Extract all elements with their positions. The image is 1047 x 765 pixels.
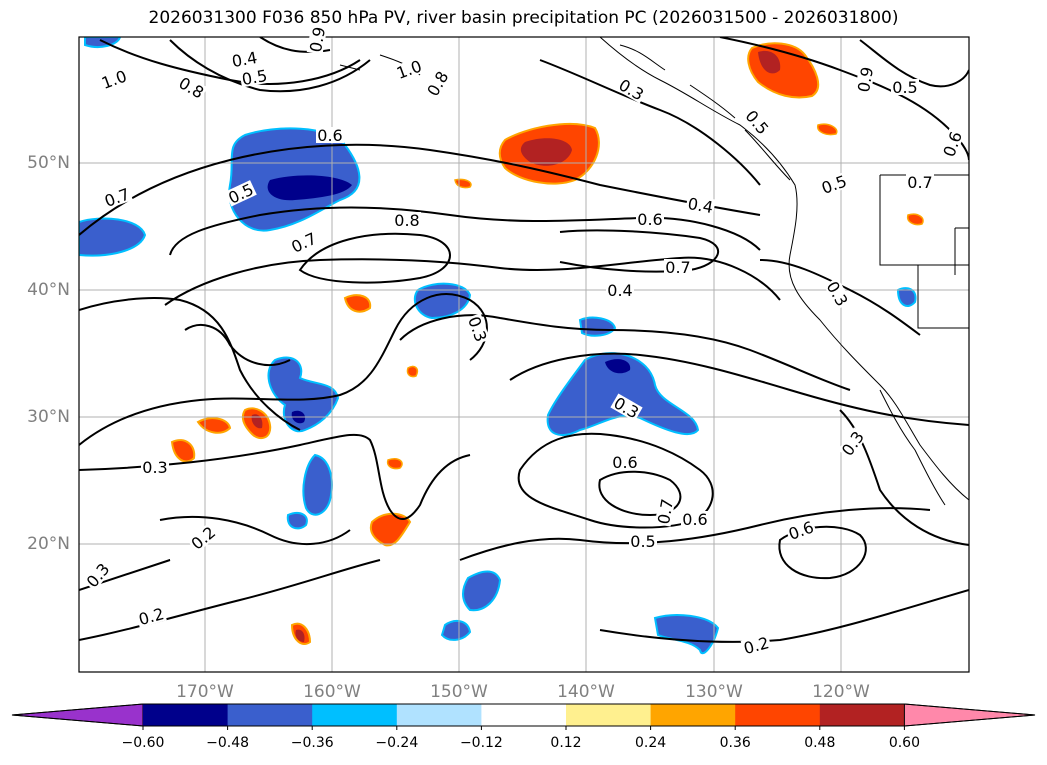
colorbar-tick-label: −0.36 [291, 735, 334, 751]
pv-contour-label: 0.6 [637, 210, 662, 229]
latitude-labels: 50°N 40°N 30°N 20°N [27, 153, 70, 554]
pv-contour-labels: 1.00.80.40.50.91.00.80.80.70.30.50.90.50… [82, 24, 966, 658]
pv-contour-label: 0.3 [142, 458, 167, 477]
colorbar-segment [312, 704, 398, 726]
colorbar: −0.60 −0.48 −0.36 −0.24 −0.12 0.12 0.24 0.36 0.4… [11, 703, 1036, 751]
pv-contour-label: 0.4 [686, 194, 714, 217]
pv-contour-label: 0.5 [240, 66, 268, 89]
longitude-label: 170°W [176, 682, 234, 702]
pv-contour-label: 0.8 [394, 211, 419, 230]
colorbar-tick-label: 0.48 [804, 735, 835, 751]
pv-contour-label: 0.5 [630, 532, 655, 551]
colorbar-segment [143, 704, 229, 726]
longitude-label: 160°W [303, 682, 361, 702]
latitude-label: 50°N [27, 153, 70, 173]
colorbar-tick-label: 0.36 [720, 735, 751, 751]
colorbar-tick-label: −0.60 [122, 735, 165, 751]
map-title: 2026031300 F036 850 hPa PV, river basin … [148, 8, 899, 28]
colorbar-segment [481, 704, 567, 726]
pv-contour-label: 0.6 [612, 453, 637, 472]
latitude-label: 40°N [27, 280, 70, 300]
colorbar-segment [396, 704, 482, 726]
longitude-label: 120°W [812, 682, 870, 702]
colorbar-extend-max [903, 703, 1036, 727]
colorbar-tick-label: −0.48 [206, 735, 249, 751]
map-border [78, 36, 970, 673]
longitude-label: 130°W [685, 682, 743, 702]
colorbar-segment [227, 704, 313, 726]
latitude-label: 30°N [27, 407, 70, 427]
colorbar-segment [650, 704, 736, 726]
coastlines [339, 37, 969, 506]
pv-contour-label: 0.7 [907, 173, 932, 192]
pv-contour-label: 0.6 [682, 510, 707, 529]
colorbar-segment [735, 704, 821, 726]
colorbar-tick-label: 0.60 [889, 735, 920, 751]
colorbar-segment [819, 704, 905, 726]
pv-contour-label: 0.5 [892, 78, 917, 97]
colorbar-tick-label: −0.24 [375, 735, 418, 751]
pv-contour-label: 0.9 [854, 65, 877, 93]
pv-contour-label: 0.7 [665, 258, 690, 277]
colorbar-tick-label: 0.24 [635, 735, 666, 751]
pv-contour-label: 0.4 [230, 48, 258, 71]
colorbar-extend-min [11, 703, 144, 727]
pv-contour-label: 0.9 [306, 25, 329, 53]
longitude-labels: 170°W 160°W 150°W 140°W 130°W 120°W [176, 682, 870, 702]
pv-contour-label: 0.4 [607, 281, 632, 300]
colorbar-tick-label: −0.12 [460, 735, 503, 751]
longitude-label: 140°W [557, 682, 615, 702]
latitude-label: 20°N [27, 534, 70, 554]
pv-contour-label: 0.7 [654, 497, 677, 525]
colorbar-tick-label: 0.12 [550, 735, 581, 751]
colorbar-segment [566, 704, 652, 726]
longitude-label: 150°W [430, 682, 488, 702]
pv-contour-label: 0.6 [317, 126, 342, 145]
